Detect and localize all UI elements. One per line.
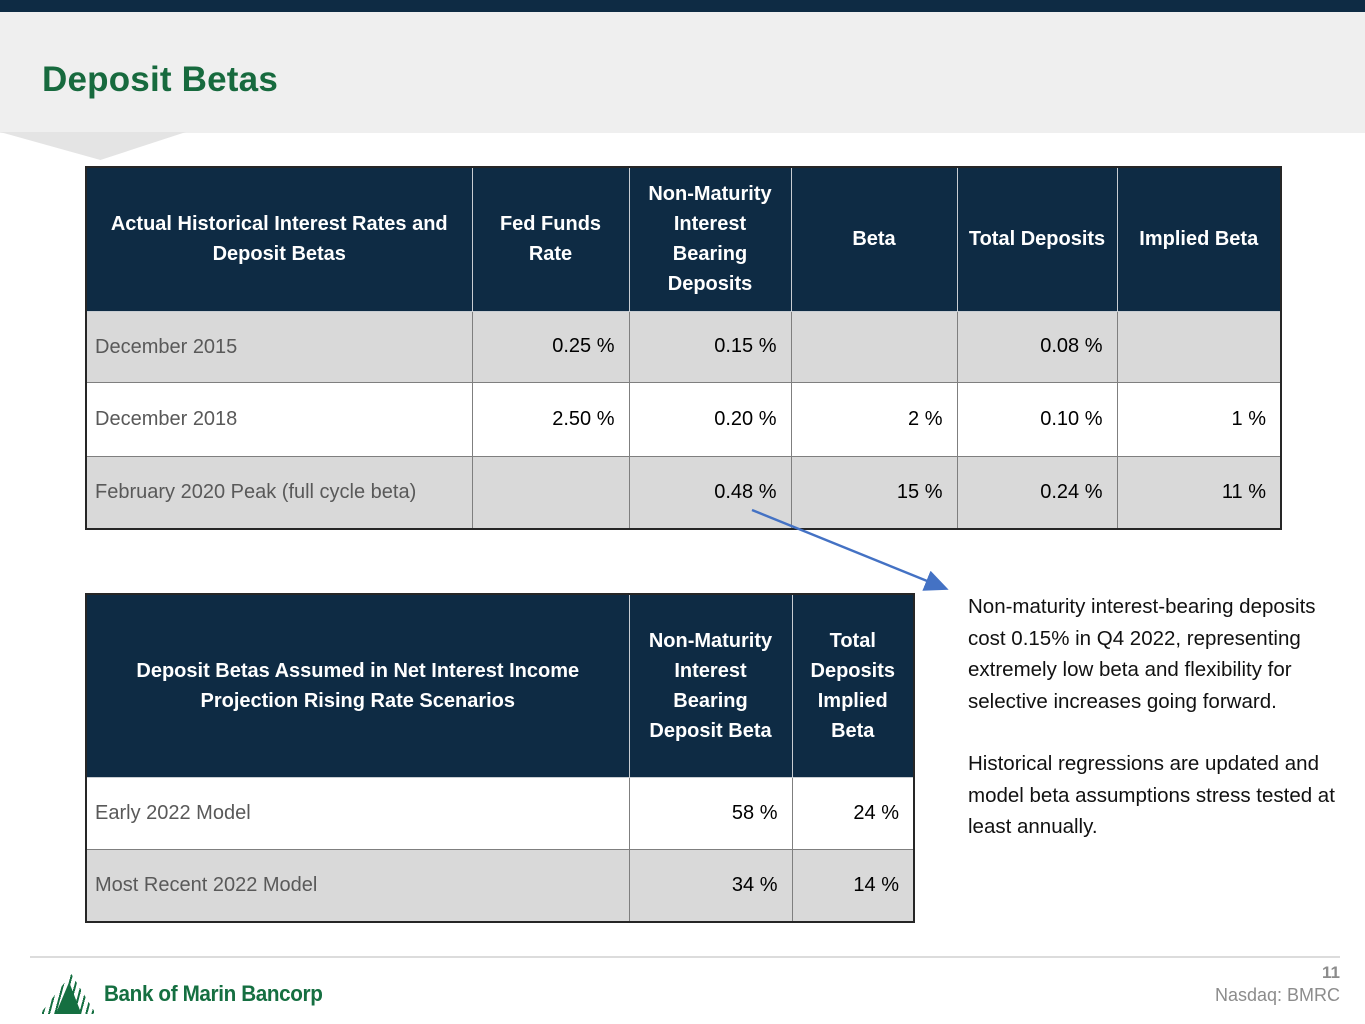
page-number: 11 [1215,962,1340,984]
header-band-chevron [0,132,186,160]
column-header: Non-Maturity Interest Bearing Deposit Be… [629,594,792,777]
column-header: Total Deposits [957,167,1117,311]
footer-divider [30,956,1340,958]
table-header-row: Actual Historical Interest Rates and Dep… [86,167,1281,311]
column-header: Deposit Betas Assumed in Net Interest In… [86,594,629,777]
page-title: Deposit Betas [42,60,278,100]
table-cell: 14 % [792,849,914,922]
table-cell: 0.15 % [629,311,791,382]
table-cell [1117,311,1281,382]
table-cell: 11 % [1117,456,1281,529]
projection-betas-table: Deposit Betas Assumed in Net Interest In… [85,593,915,923]
table-cell: 0.24 % [957,456,1117,529]
column-header: Non-Maturity Interest Bearing Deposits [629,167,791,311]
table-cell [472,456,629,529]
column-header: Fed Funds Rate [472,167,629,311]
ticker-label: Nasdaq: BMRC [1215,984,1340,1006]
historical-rates-table: Actual Historical Interest Rates and Dep… [85,166,1282,530]
row-label: February 2020 Peak (full cycle beta) [86,456,472,529]
row-label: Early 2022 Model [86,777,629,849]
row-label: December 2015 [86,311,472,382]
table-cell: 58 % [629,777,792,849]
table-cell: 1 % [1117,382,1281,456]
column-header: Beta [791,167,957,311]
column-header: Implied Beta [1117,167,1281,311]
slide-root: Deposit Betas Actual Historical Interest… [0,0,1365,1024]
table-row: February 2020 Peak (full cycle beta) 0.4… [86,456,1281,529]
table-cell: 24 % [792,777,914,849]
row-label: December 2018 [86,382,472,456]
table-cell: 0.10 % [957,382,1117,456]
table-cell: 0.20 % [629,382,791,456]
table-cell: 2.50 % [472,382,629,456]
table-row: December 2018 2.50 % 0.20 % 2 % 0.10 % 1… [86,382,1281,456]
table-cell: 2 % [791,382,957,456]
callout-paragraph: Non-maturity interest-bearing deposits c… [968,591,1346,717]
top-accent-bar [0,0,1365,12]
mountain-logo-icon [40,974,96,1014]
table-cell: 34 % [629,849,792,922]
callout-arrow-icon [740,500,970,605]
table-cell: 0.25 % [472,311,629,382]
logo-text: Bank of Marin Bancorp [104,981,322,1007]
table-cell: 0.08 % [957,311,1117,382]
table-cell [791,311,957,382]
callout-paragraph: Historical regressions are updated and m… [968,748,1346,843]
column-header: Total Deposits Implied Beta [792,594,914,777]
table-row: Early 2022 Model 58 % 24 % [86,777,914,849]
table-row: December 2015 0.25 % 0.15 % 0.08 % [86,311,1281,382]
table-row: Most Recent 2022 Model 34 % 14 % [86,849,914,922]
table-header-row: Deposit Betas Assumed in Net Interest In… [86,594,914,777]
bank-logo: Bank of Marin Bancorp [40,974,336,1014]
page-meta: 11 Nasdaq: BMRC [1215,962,1340,1006]
row-label: Most Recent 2022 Model [86,849,629,922]
column-header: Actual Historical Interest Rates and Dep… [86,167,472,311]
callout-text-block: Non-maturity interest-bearing deposits c… [968,591,1346,843]
